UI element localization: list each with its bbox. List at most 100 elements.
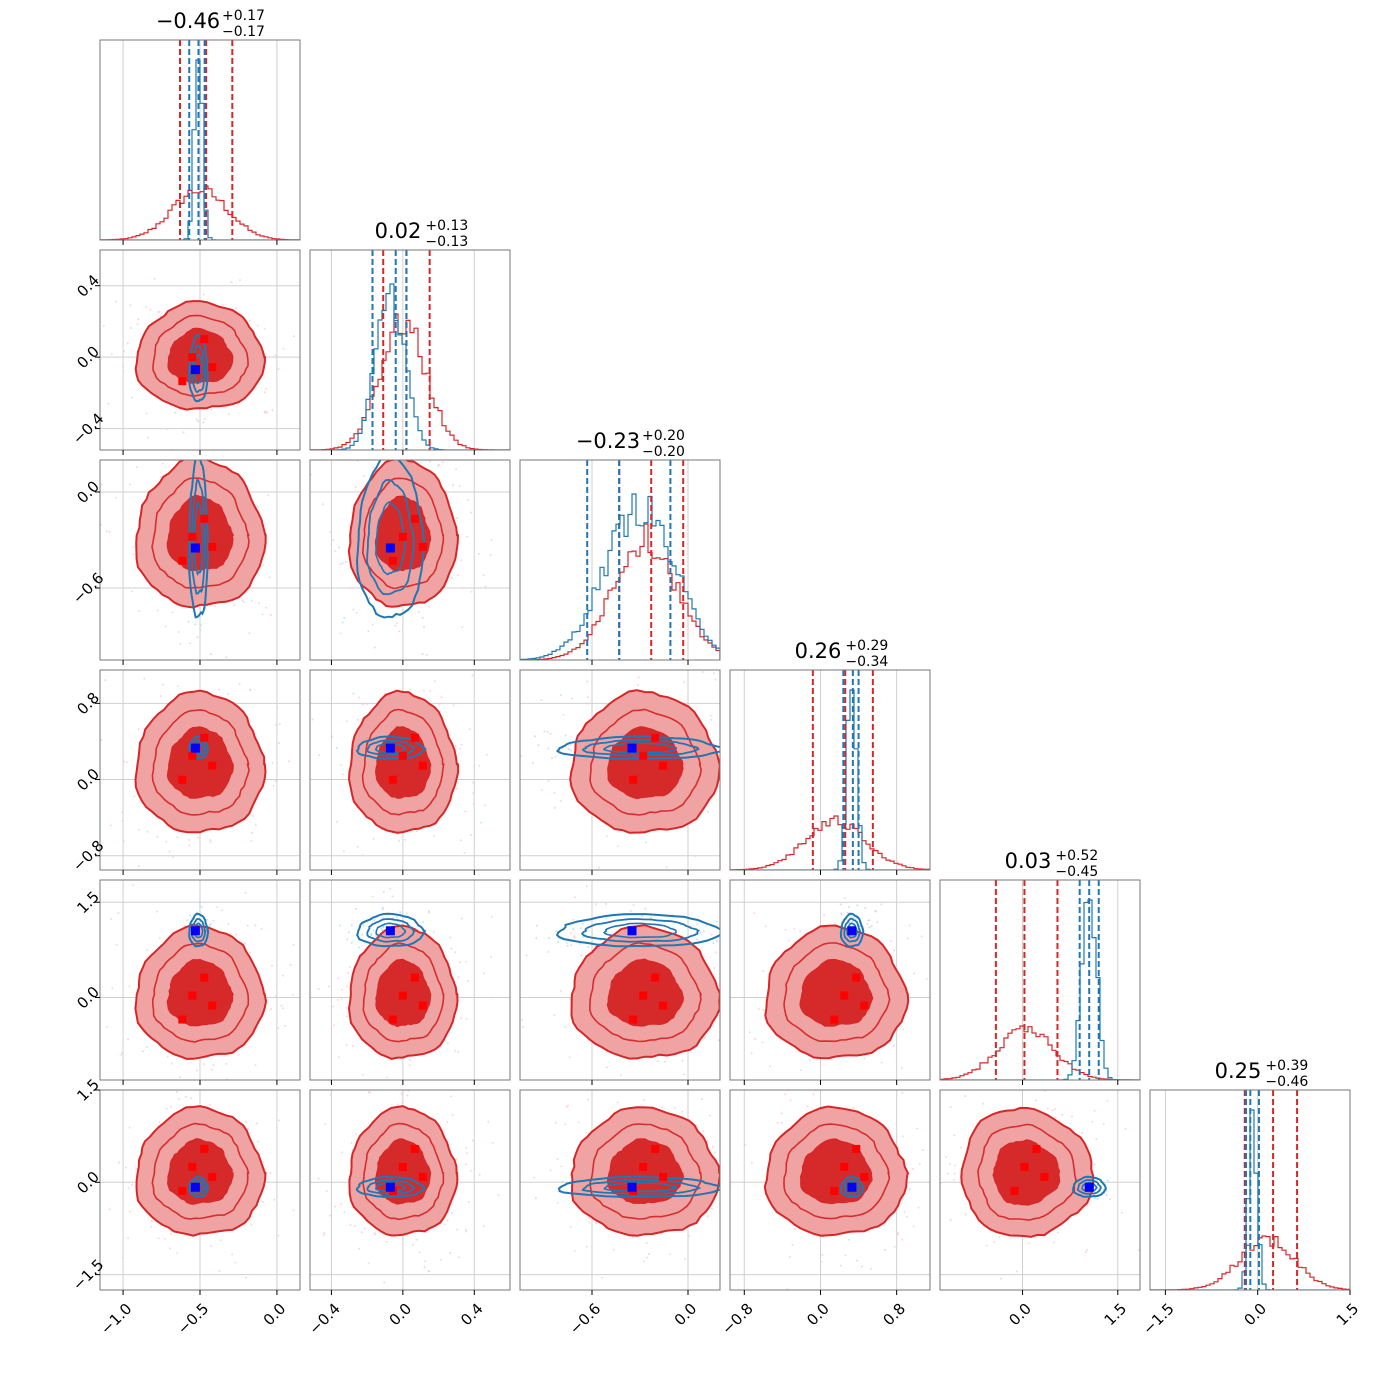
scatter-point [97,396,99,398]
scatter-point [893,949,896,952]
scatter-point [234,307,237,309]
contour-panel-3-0 [100,677,290,867]
red-marker [1032,1144,1041,1153]
scatter-point [336,998,339,1001]
scatter-point [231,1253,234,1256]
scatter-point [127,1237,130,1240]
scatter-point [109,824,112,827]
blue-contour-inner [374,742,407,754]
scatter-point [464,1163,467,1166]
scatter-point [450,947,453,950]
blue-marker [385,926,395,936]
scatter-point [394,624,397,627]
blue-contour-outer [839,1175,865,1198]
blue-contour-inner [603,1181,678,1193]
scatter-point [429,460,432,463]
scatter-point [386,1076,389,1079]
scatter-point [278,1119,280,1122]
blue-contour-middle [843,1179,862,1195]
scatter-point [434,680,436,683]
scatter-point [952,1179,955,1181]
scatter-point [886,1058,888,1060]
red-marker [178,1015,187,1024]
scatter-point [1106,1179,1109,1182]
scatter-point [201,413,203,415]
scatter-point [208,924,211,927]
scatter-point [461,626,464,629]
scatter-point [753,912,756,915]
scatter-point [269,1008,272,1011]
scatter-point [861,1265,864,1268]
contour-panel-5-4 [940,1090,1140,1300]
param-title-lower: −0.20 [642,444,685,460]
scatter-point [361,933,364,936]
blue-contour-middle [1076,1178,1102,1195]
blue-contour-inner [374,1181,407,1193]
scatter-point [267,494,270,497]
scatter-point [451,577,454,579]
contour-panel-2-0 [73,413,272,660]
scatter-point [157,1237,160,1240]
scatter-point [591,933,594,936]
scatter-point [171,611,174,614]
red-marker [178,1186,187,1195]
scatter-point [459,839,462,842]
scatter-point [249,689,252,692]
scatter-point [395,916,398,918]
scatter-point [176,1252,179,1255]
scatter-point [864,907,867,910]
scatter-point [744,1143,747,1146]
scatter-point [1051,1109,1054,1112]
scatter-point [602,1086,604,1088]
scatter-point [487,1120,490,1123]
scatter-point [194,623,197,626]
scatter-point [493,1034,495,1036]
red-marker [659,1001,668,1010]
scatter-point [262,564,265,566]
param-title-lower: −0.46 [1265,1074,1308,1090]
scatter-point [949,1163,951,1166]
scatter-point [442,441,444,443]
y-tick-label: 1.5 [73,888,103,918]
scatter-point [163,1237,166,1240]
param-title-lower: −0.45 [1055,864,1098,880]
scatter-point [335,747,338,749]
scatter-point [902,1028,905,1031]
scatter-point [1000,1277,1003,1280]
scatter-point [757,1008,760,1010]
scatter-point [73,586,75,588]
scatter-point [195,418,198,421]
scatter-point [381,929,384,932]
scatter-point [183,924,186,927]
scatter-point [733,752,735,754]
scatter-point [747,1188,749,1190]
scatter-point [345,1043,348,1046]
scatter-point [153,277,156,280]
scatter-point [130,1183,133,1186]
scatter-point [566,944,569,947]
scatter-point [199,904,201,907]
scatter-point [330,1181,333,1184]
panel-frame [729,669,931,871]
scatter-point [268,576,271,579]
scatter-point [209,839,212,842]
scatter-point [683,1073,685,1076]
panel-frame [729,879,931,1081]
scatter-point [549,1169,552,1172]
scatter-point [446,1121,449,1124]
scatter-point [908,924,911,927]
histogram-0 [100,40,300,240]
panel-frame [519,669,721,871]
scatter-point [371,623,374,626]
scatter-point [282,974,284,977]
scatter-point [202,421,205,424]
scatter-point [441,461,444,464]
scatter-point [263,411,266,414]
scatter-point [311,718,314,721]
scatter-point [202,293,205,296]
scatter-point [1096,1198,1099,1201]
scatter-point [665,866,668,869]
scatter-point [973,1298,975,1300]
scatter-point [334,1205,337,1208]
blue-marker [385,1182,395,1192]
